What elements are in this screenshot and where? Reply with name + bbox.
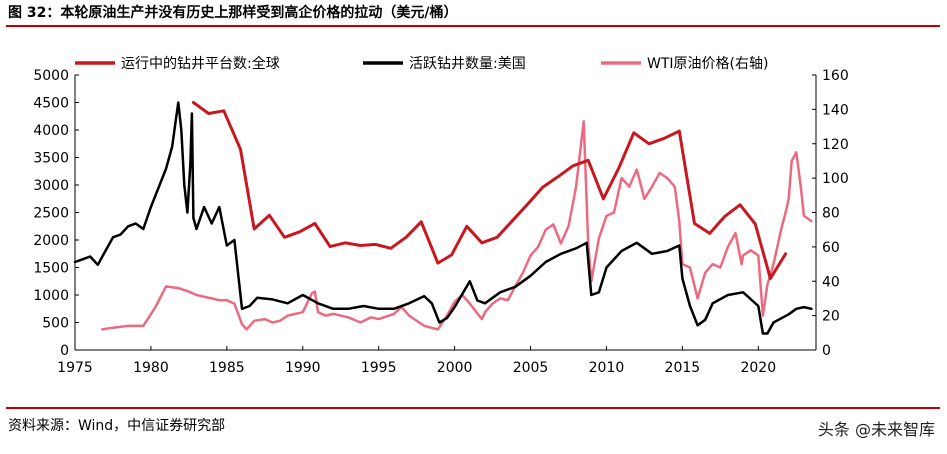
figure-title: 图 32：本轮原油生产并没有历史上那样受到高企价格的拉动（美元/桶）	[8, 5, 458, 21]
chart-series	[73, 101, 813, 335]
legend-label-1: 活跃钻井数量:美国	[409, 56, 526, 72]
right-tick-label: 40	[822, 274, 840, 290]
x-tick-label: 1995	[361, 360, 397, 376]
left-tick-label: 1000	[33, 288, 69, 304]
chart-axes: 0500100015002000250030003500400045005000…	[33, 68, 848, 376]
x-tick-label: 1975	[57, 360, 93, 376]
watermark: 头条 @未来智库	[817, 420, 935, 439]
left-tick-label: 4000	[33, 123, 69, 139]
legend-label-2: WTI原油价格(右轴)	[647, 56, 768, 72]
left-tick-label: 2000	[33, 233, 69, 249]
left-tick-label: 500	[42, 316, 69, 332]
chart: 0500100015002000250030003500400045005000…	[33, 55, 848, 376]
right-tick-label: 160	[822, 68, 849, 84]
left-tick-label: 3500	[33, 151, 69, 167]
right-tick-label: 60	[822, 240, 840, 256]
left-tick-label: 3000	[33, 178, 69, 194]
x-tick-label: 1990	[285, 360, 321, 376]
left-tick-label: 2500	[33, 206, 69, 222]
x-tick-label: 2005	[513, 360, 549, 376]
chart-legend: 运行中的钻井平台数:全球 活跃钻井数量:美国 WTI原油价格(右轴)	[75, 55, 768, 72]
x-tick-label: 2015	[665, 360, 701, 376]
x-tick-label: 1985	[209, 360, 245, 376]
series-line-0	[191, 101, 788, 280]
x-tick-label: 2000	[437, 360, 473, 376]
left-tick-label: 4500	[33, 96, 69, 112]
right-tick-label: 120	[822, 137, 849, 153]
series-line-2	[101, 120, 813, 331]
right-tick-label: 100	[822, 171, 849, 187]
source-rule	[6, 407, 940, 409]
x-tick-label: 2020	[740, 360, 776, 376]
left-tick-label: 0	[60, 343, 69, 359]
x-tick-label: 2010	[589, 360, 625, 376]
series-line-1	[73, 101, 813, 335]
right-tick-label: 0	[822, 343, 831, 359]
source-note: 资料来源：Wind，中信证券研究部	[8, 418, 226, 434]
right-tick-label: 20	[822, 309, 840, 325]
right-tick-label: 140	[822, 102, 849, 118]
legend-label-0: 运行中的钻井平台数:全球	[121, 55, 280, 72]
left-tick-label: 1500	[33, 261, 69, 277]
x-tick-label: 1980	[133, 360, 169, 376]
right-tick-label: 80	[822, 206, 840, 222]
title-rule	[6, 25, 940, 27]
left-tick-label: 5000	[33, 68, 69, 84]
